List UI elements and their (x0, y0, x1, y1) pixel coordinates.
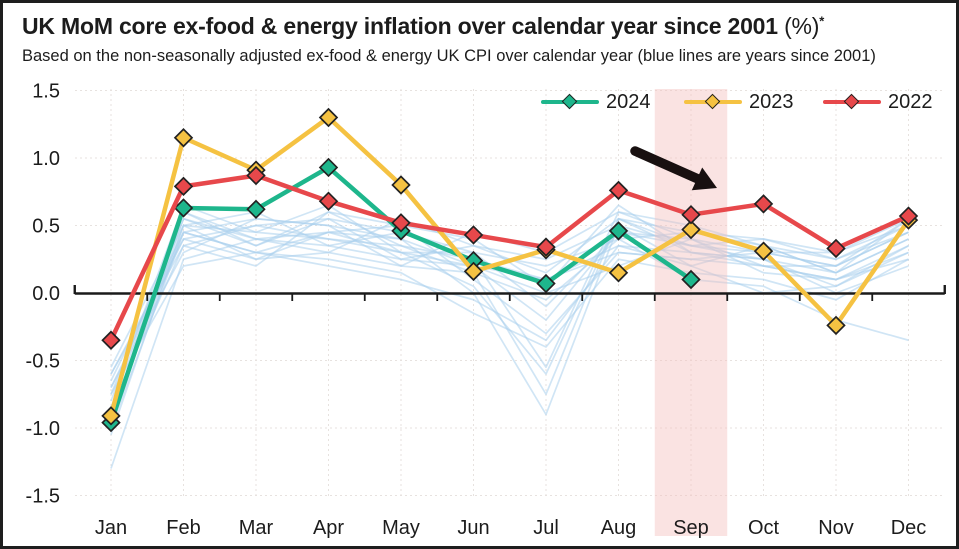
chart-title: UK MoM core ex-food & energy inflation o… (22, 13, 824, 40)
x-tick-label: May (382, 517, 420, 539)
marker-diamond-icon (318, 157, 339, 178)
series-line-2022 (108, 173, 911, 343)
marker-diamond-icon (753, 194, 774, 214)
background-year-line (110, 217, 909, 422)
y-tick-label: -0.5 (26, 351, 60, 373)
marker-diamond-icon (246, 199, 266, 220)
marker-diamond-icon (826, 315, 846, 336)
legend-diamond-icon (561, 93, 578, 110)
legend-item-2022: 2022 (823, 91, 933, 113)
marker-diamond-icon (101, 406, 121, 426)
y-tick-label: 1.5 (32, 81, 60, 103)
marker-diamond-icon (681, 269, 701, 290)
marker-diamond-icon (681, 204, 701, 225)
inflation-line-chart: Jan Feb Mar Apr May Jun Jul Aug Sep Oct Nov Dec 1.5 1… (26, 81, 946, 539)
y-tick-label: 0.0 (32, 283, 60, 305)
legend-label-2022: 2022 (888, 90, 933, 113)
legend-diamond-icon (843, 93, 860, 110)
chart-title-text: UK MoM core ex-food & energy inflation o… (22, 13, 785, 39)
chart-title-footnote-marker: * (819, 13, 825, 29)
x-tick-label: Jan (95, 517, 127, 539)
x-tick-label: Sep (673, 517, 709, 539)
highlight-band-sep (654, 89, 728, 536)
legend-line-2022 (823, 93, 881, 110)
legend-item-2024: 2024 (541, 91, 651, 113)
background-year-line (110, 211, 909, 409)
background-year-line (110, 224, 909, 415)
marker-diamond-icon (826, 238, 846, 259)
marker-diamond-icon (463, 225, 484, 245)
x-tick-label: Mar (239, 517, 274, 539)
marker-diamond-icon (536, 237, 556, 257)
marker-diamond-icon (318, 191, 339, 211)
x-tick-label: Jun (457, 517, 489, 539)
y-tick-label: -1.5 (26, 486, 60, 508)
marker-diamond-icon (608, 180, 629, 201)
marker-diamond-icon (608, 221, 629, 241)
legend-line-2024 (541, 93, 599, 110)
legend-item-2023: 2023 (684, 91, 794, 113)
marker-diamond-icon (173, 176, 194, 197)
marker-diamond-icon (173, 198, 194, 218)
background-year-line (110, 244, 909, 395)
marker-diamond-icon (391, 175, 411, 195)
marker-diamond-icon (246, 165, 266, 186)
x-tick-label: Dec (891, 517, 927, 539)
x-tick-label: Feb (166, 517, 200, 539)
marker-diamond-icon (173, 128, 194, 148)
y-tick-label: 1.0 (32, 148, 60, 170)
x-tick-label: Aug (601, 517, 637, 539)
legend-label-2023: 2023 (749, 90, 794, 113)
annotation-arrow-shaft (630, 146, 703, 184)
marker-diamond-icon (463, 261, 484, 282)
legend-diamond-icon (704, 93, 721, 110)
marker-diamond-icon (898, 206, 919, 226)
chart-subtitle: Based on the non-seasonally adjusted ex-… (22, 47, 876, 65)
marker-diamond-icon (318, 107, 339, 128)
background-year-line (110, 211, 909, 368)
legend-line-2023 (684, 93, 742, 110)
marker-diamond-icon (681, 219, 701, 240)
annotation-arrow-head-icon (691, 167, 717, 191)
x-tick-label: Nov (818, 517, 854, 539)
marker-diamond-icon (391, 213, 411, 233)
legend-label-2024: 2024 (606, 90, 651, 113)
x-tick-label: Apr (313, 517, 344, 539)
x-tick-label: Oct (748, 517, 780, 539)
marker-diamond-icon (608, 263, 629, 283)
series-line-2023 (108, 115, 911, 419)
x-tick-label: Jul (533, 517, 559, 539)
marker-diamond-icon (753, 241, 774, 261)
marker-diamond-icon (101, 330, 121, 350)
chart-title-unit: (%) (784, 13, 820, 39)
marker-diamond-icon (536, 273, 556, 294)
background-year-line (110, 211, 909, 436)
y-tick-label: -1.0 (26, 418, 60, 440)
y-tick-label: 0.5 (32, 216, 60, 238)
